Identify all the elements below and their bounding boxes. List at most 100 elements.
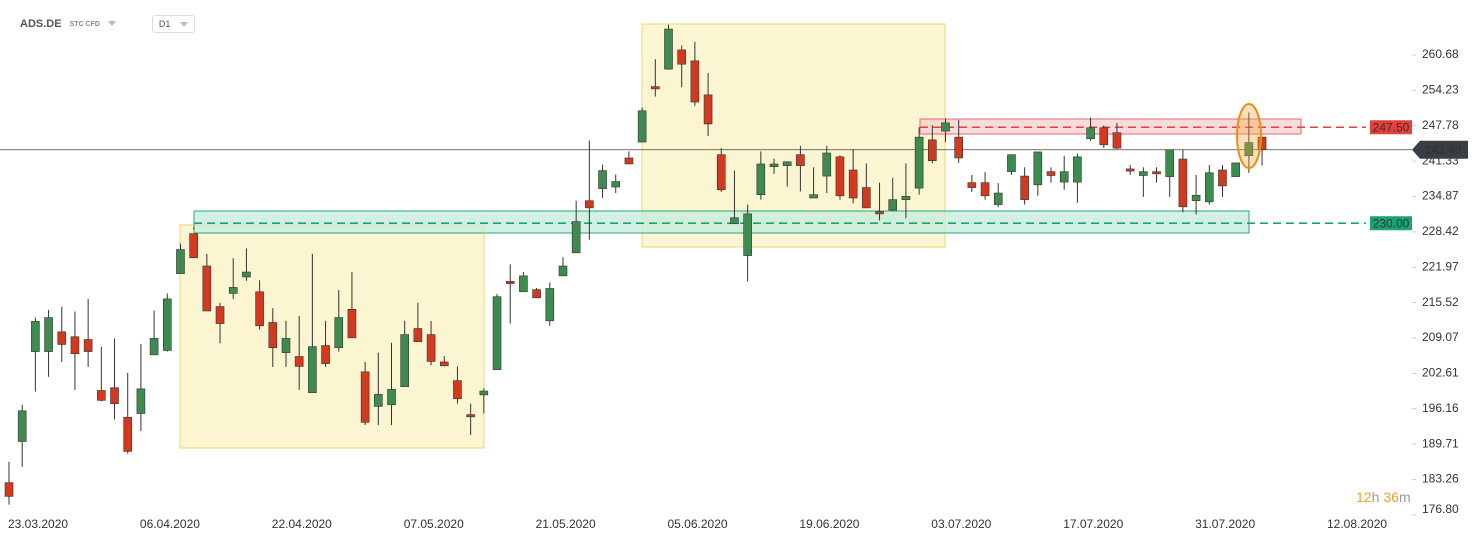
level-label: 247.50: [1373, 120, 1410, 134]
support-zone: [193, 210, 1250, 234]
candle-body: [1218, 169, 1227, 187]
timer-unit: h: [1372, 489, 1380, 505]
candle-body: [1165, 149, 1175, 177]
timeframe: D1: [158, 19, 171, 29]
candle-body: [993, 192, 1003, 205]
candle-body: [954, 136, 963, 159]
candle-body: [532, 289, 541, 299]
last-price-label: 243.40: [1425, 143, 1462, 157]
candle-body: [941, 122, 950, 132]
candle-body: [1112, 132, 1122, 149]
candle-body: [44, 317, 53, 352]
candle-body: [400, 334, 410, 387]
candle-body: [756, 163, 766, 196]
candle-body: [505, 281, 515, 284]
candle-body: [189, 233, 198, 259]
candle-body: [519, 275, 528, 293]
y-tick-label: 202.61: [1422, 366, 1459, 380]
candle-body: [215, 306, 225, 324]
candle-body: [1059, 171, 1069, 183]
candle-body: [703, 94, 713, 125]
candle-body: [162, 298, 172, 351]
candle-body: [374, 394, 383, 407]
candle-body: [743, 213, 752, 256]
candle-body: [228, 287, 238, 294]
candle-body: [558, 265, 568, 277]
y-tick-label: 176.80: [1422, 502, 1459, 516]
candle-body: [545, 288, 555, 322]
candle-body: [1257, 136, 1267, 151]
candle-body: [123, 417, 133, 452]
candle-body: [611, 181, 621, 188]
candle-body: [17, 410, 27, 442]
candle-body: [202, 265, 212, 312]
x-tick-label: 31.07.2020: [1195, 517, 1255, 531]
x-tick-label: 07.05.2020: [404, 517, 464, 531]
timer-minutes: 36: [1383, 489, 1399, 505]
candle-body: [927, 139, 937, 161]
candle-body: [453, 380, 462, 400]
candle-body: [664, 28, 673, 70]
x-tick-label: 21.05.2020: [536, 517, 596, 531]
zone: [179, 224, 485, 449]
candle-body: [57, 331, 67, 345]
candle-body: [598, 170, 607, 189]
candle-body: [809, 194, 818, 199]
level-badge: [1370, 216, 1412, 231]
candle-body: [4, 482, 14, 497]
timeframe-button[interactable]: D1: [151, 15, 196, 33]
candle-body: [769, 163, 779, 168]
candle-body: [980, 182, 990, 197]
candle-body: [413, 328, 423, 342]
candle-body: [294, 356, 304, 367]
x-tick-label: 17.07.2020: [1063, 517, 1123, 531]
candle-body: [360, 371, 370, 423]
candle-body: [796, 154, 805, 166]
highlight: [1236, 103, 1262, 169]
candle-body: [862, 187, 871, 209]
candle-body: [571, 221, 581, 254]
candle-body: [967, 182, 977, 188]
candle-body: [466, 414, 475, 418]
candle-body: [439, 361, 449, 367]
timer-hours: 12: [1356, 489, 1372, 505]
candle-body: [31, 321, 40, 352]
y-tick-label: 247.78: [1422, 118, 1459, 132]
candle-body: [255, 291, 264, 327]
candle-body: [268, 322, 278, 349]
candle-body: [136, 388, 146, 414]
candle-body: [690, 60, 700, 103]
candle-body: [822, 152, 832, 177]
candle-body: [1244, 142, 1254, 157]
y-tick-label: 215.52: [1422, 295, 1459, 309]
last-price-badge: [1412, 140, 1468, 159]
level-badge: [1370, 120, 1412, 135]
x-tick-label: 19.06.2020: [799, 517, 859, 531]
candle-body: [1178, 158, 1188, 208]
x-tick-label: 06.04.2020: [140, 517, 200, 531]
candle-body: [624, 157, 634, 165]
y-tick-label: 254.23: [1422, 83, 1459, 97]
candle-body: [716, 154, 726, 191]
candle-body: [492, 296, 502, 370]
candle-body: [677, 49, 686, 65]
candle-body: [479, 390, 489, 396]
header: ADS.DE STC CFD D1: [20, 14, 196, 34]
symbol: ADS.DE: [20, 18, 62, 30]
candle-body: [347, 309, 357, 339]
candle-body: [1007, 154, 1016, 172]
instrument[interactable]: STC CFD: [69, 20, 100, 28]
candle-body: [97, 390, 106, 401]
dropdown-arrow[interactable]: [107, 21, 116, 27]
candle-body: [1099, 127, 1109, 146]
y-tick-label: 196.16: [1422, 401, 1459, 415]
candle-body: [308, 346, 317, 393]
timer-unit: m: [1399, 489, 1411, 505]
candle-body: [651, 86, 660, 90]
candle-body: [426, 334, 436, 362]
candle-body: [149, 338, 159, 356]
candle-body: [901, 196, 911, 200]
candle-body: [1086, 127, 1095, 140]
candle-body: [1204, 172, 1214, 203]
candle-body: [83, 339, 93, 352]
